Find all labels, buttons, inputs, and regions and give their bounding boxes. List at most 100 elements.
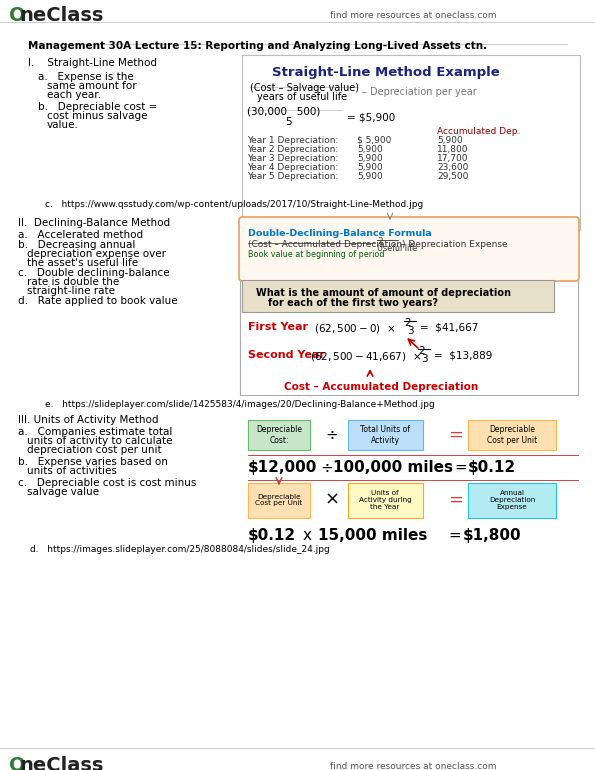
Text: =: =	[448, 528, 461, 543]
Text: $ 5,900: $ 5,900	[357, 136, 392, 145]
Text: c.   https://www.qsstudy.com/wp-content/uploads/2017/10/Straight-Line-Method.jpg: c. https://www.qsstudy.com/wp-content/up…	[45, 200, 423, 209]
Text: value.: value.	[47, 120, 79, 130]
Text: ($62,500 - $41,667)  ×: ($62,500 - $41,667) ×	[310, 350, 421, 363]
Text: find more resources at oneclass.com: find more resources at oneclass.com	[330, 11, 496, 20]
Text: Double-Declining-Balance Formula: Double-Declining-Balance Formula	[248, 229, 432, 238]
Text: – Depreciation Expense: – Depreciation Expense	[401, 240, 508, 249]
Text: 5,900: 5,900	[357, 172, 383, 181]
Text: Management 30A Lecture 15: Reporting and Analyzing Long-Lived Assets ctn.: Management 30A Lecture 15: Reporting and…	[28, 41, 487, 51]
Text: 29,500: 29,500	[437, 172, 468, 181]
Text: 15,000 miles: 15,000 miles	[318, 528, 427, 543]
Text: b.   Depreciable cost =: b. Depreciable cost =	[38, 102, 157, 112]
Text: First Year: First Year	[248, 322, 308, 332]
Text: Accumulated Dep.: Accumulated Dep.	[437, 127, 521, 136]
Text: 17,700: 17,700	[437, 154, 468, 163]
Text: =: =	[454, 460, 466, 475]
FancyBboxPatch shape	[248, 483, 310, 518]
Text: Year 1 Depreciation:: Year 1 Depreciation:	[247, 136, 339, 145]
Text: $1,800: $1,800	[463, 528, 522, 543]
Text: a.   Accelerated method: a. Accelerated method	[18, 230, 143, 240]
Text: 5,900: 5,900	[357, 154, 383, 163]
Text: depreciation cost per unit: depreciation cost per unit	[27, 445, 162, 455]
Text: Second Year: Second Year	[248, 350, 325, 360]
Text: (Cost – Salvage value): (Cost – Salvage value)	[250, 83, 359, 93]
Text: Annual
Depreciation
Expense: Annual Depreciation Expense	[489, 490, 535, 510]
FancyBboxPatch shape	[468, 420, 556, 450]
FancyBboxPatch shape	[240, 217, 578, 395]
Text: ÷: ÷	[325, 427, 339, 443]
Text: neClass: neClass	[19, 6, 104, 25]
Text: =  $41,667: = $41,667	[420, 322, 478, 332]
Text: Cost – Accumulated Depreciation: Cost – Accumulated Depreciation	[284, 382, 478, 392]
Text: 5,900: 5,900	[357, 145, 383, 154]
Text: find more resources at oneclass.com: find more resources at oneclass.com	[330, 762, 496, 770]
Text: a.   Expense is the: a. Expense is the	[38, 72, 134, 82]
Text: salvage value: salvage value	[27, 487, 99, 497]
Text: c.   Double declining-balance: c. Double declining-balance	[18, 268, 170, 278]
Text: Depreciable
Cost per Unit: Depreciable Cost per Unit	[255, 494, 303, 507]
Text: III. Units of Activity Method: III. Units of Activity Method	[18, 415, 158, 425]
Text: $0.12: $0.12	[248, 528, 296, 543]
Text: (Cost – Accumulated Depreciation) ×: (Cost – Accumulated Depreciation) ×	[248, 240, 416, 249]
Text: (30,000   500): (30,000 500)	[247, 106, 320, 116]
Text: cost minus salvage: cost minus salvage	[47, 111, 148, 121]
Text: Depreciable
Cost:: Depreciable Cost:	[256, 425, 302, 445]
Text: O: O	[9, 756, 26, 770]
Text: 5,900: 5,900	[437, 136, 463, 145]
FancyBboxPatch shape	[242, 280, 554, 312]
Text: Total Units of
Activity: Total Units of Activity	[360, 425, 410, 445]
Text: 23,600: 23,600	[437, 163, 468, 172]
Text: Year 4 Depreciation:: Year 4 Depreciation:	[247, 163, 338, 172]
Text: $0.12: $0.12	[468, 460, 516, 475]
Text: Depreciable
Cost per Unit: Depreciable Cost per Unit	[487, 425, 537, 445]
Text: neClass: neClass	[19, 756, 104, 770]
Text: I.    Straight-Line Method: I. Straight-Line Method	[28, 58, 157, 68]
Text: 5,900: 5,900	[357, 163, 383, 172]
Text: ÷: ÷	[320, 460, 333, 475]
Text: units of activities: units of activities	[27, 466, 117, 476]
Text: x: x	[303, 528, 312, 543]
Text: Book value at beginning of period: Book value at beginning of period	[248, 250, 384, 259]
Text: years of useful life: years of useful life	[257, 92, 347, 102]
Text: depreciation expense over: depreciation expense over	[27, 249, 166, 259]
FancyBboxPatch shape	[248, 420, 310, 450]
Text: d.   Rate applied to book value: d. Rate applied to book value	[18, 296, 178, 306]
Text: each year.: each year.	[47, 90, 101, 100]
Text: d.   https://images.slideplayer.com/25/8088084/slides/slide_24.jpg: d. https://images.slideplayer.com/25/808…	[30, 545, 330, 554]
Text: 5: 5	[285, 117, 292, 127]
Text: c.   Depreciable cost is cost minus: c. Depreciable cost is cost minus	[18, 478, 196, 488]
Text: straight-line rate: straight-line rate	[27, 286, 115, 296]
Text: rate is double the: rate is double the	[27, 277, 119, 287]
Text: Year 5 Depreciation:: Year 5 Depreciation:	[247, 172, 339, 181]
Text: ×: ×	[324, 491, 340, 509]
Text: II.  Declining-Balance Method: II. Declining-Balance Method	[18, 218, 170, 228]
Text: =: =	[449, 426, 464, 444]
Text: b.   Expense varies based on: b. Expense varies based on	[18, 457, 168, 467]
Text: units of activity to calculate: units of activity to calculate	[27, 436, 173, 446]
Text: $12,000: $12,000	[248, 460, 317, 475]
Text: 3: 3	[421, 354, 428, 364]
Text: 2: 2	[404, 318, 411, 328]
Text: a.   Companies estimate total: a. Companies estimate total	[18, 427, 173, 437]
FancyBboxPatch shape	[468, 483, 556, 518]
FancyBboxPatch shape	[239, 217, 579, 281]
FancyBboxPatch shape	[348, 483, 423, 518]
Text: =  $13,889: = $13,889	[434, 350, 493, 360]
Text: =: =	[449, 491, 464, 509]
Text: Useful life: Useful life	[377, 244, 417, 253]
FancyBboxPatch shape	[348, 420, 423, 450]
Text: same amount for: same amount for	[47, 81, 137, 91]
Text: O: O	[9, 6, 26, 25]
Text: Year 3 Depreciation:: Year 3 Depreciation:	[247, 154, 339, 163]
Text: b.   Decreasing annual: b. Decreasing annual	[18, 240, 136, 250]
Text: 11,800: 11,800	[437, 145, 468, 154]
FancyBboxPatch shape	[242, 55, 580, 230]
Text: for each of the first two years?: for each of the first two years?	[268, 298, 438, 308]
Text: the asset's useful life: the asset's useful life	[27, 258, 138, 268]
Text: 2: 2	[418, 346, 425, 356]
Text: Units of
Activity during
the Year: Units of Activity during the Year	[359, 490, 411, 510]
Text: – Depreciation per year: – Depreciation per year	[362, 87, 477, 97]
Text: ($62,500 - $0)  ×: ($62,500 - $0) ×	[314, 322, 396, 335]
Text: 2: 2	[377, 237, 383, 246]
Text: Year 2 Depreciation:: Year 2 Depreciation:	[247, 145, 338, 154]
